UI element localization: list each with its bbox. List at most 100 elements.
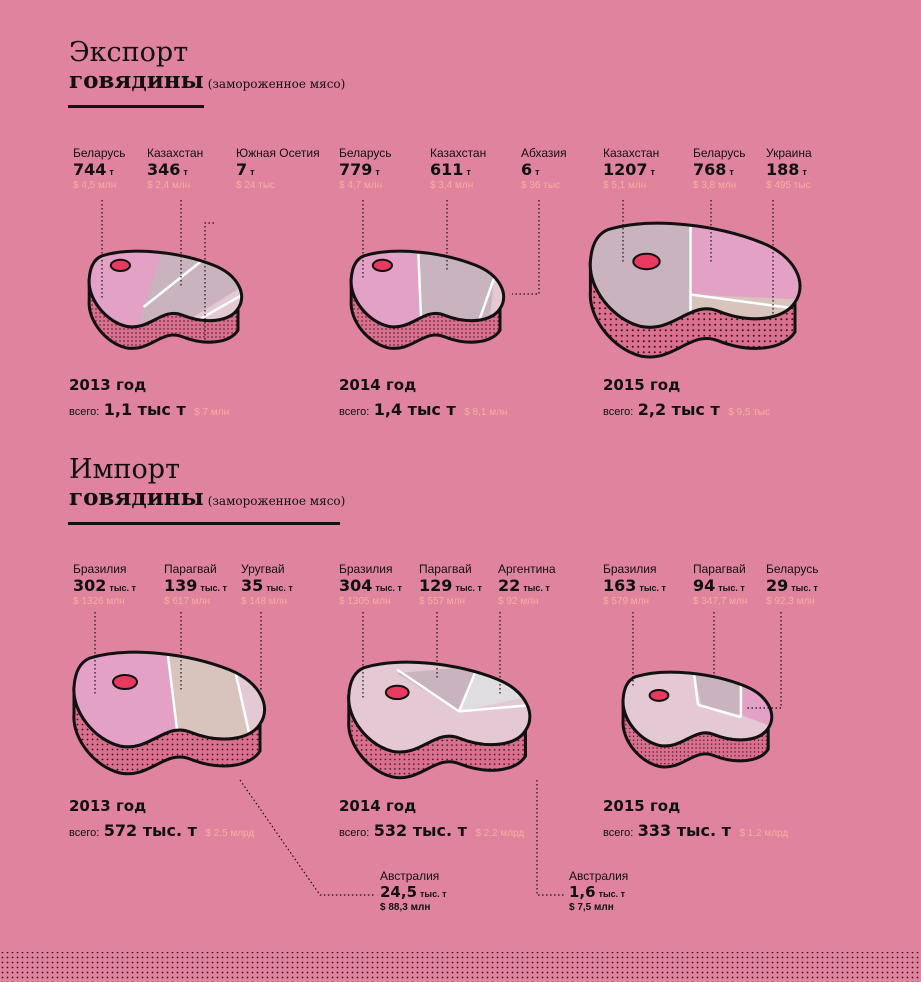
country-unit: тыс. т bbox=[455, 583, 482, 593]
country-value: 768 bbox=[693, 160, 727, 179]
country-value: 35 bbox=[241, 576, 264, 595]
export-2015-year: 2015 год bbox=[603, 376, 681, 394]
country-name: Бразилия bbox=[603, 562, 657, 576]
import-2013-total: всего: 572 тыс. т $ 2,5 млрд bbox=[69, 821, 254, 841]
total-money: $ 8,1 млн bbox=[464, 407, 508, 418]
import-2015-total: всего: 333 тыс. т $ 1,2 млрд bbox=[603, 821, 788, 841]
country-unit: тыс. т bbox=[639, 583, 666, 593]
country-unit: т bbox=[466, 167, 471, 177]
total-money: $ 2,5 млрд bbox=[205, 828, 255, 839]
leader-line bbox=[536, 780, 565, 896]
import-2014-country-2: Парагвай 129 тыс. т $ 557 млн bbox=[419, 562, 482, 607]
country-name: Парагвай bbox=[419, 562, 472, 576]
bone-mark bbox=[109, 258, 132, 273]
bone-mark bbox=[371, 258, 394, 273]
country-money: $ 2,4 млн bbox=[147, 180, 191, 191]
country-money: $ 557 млн bbox=[419, 596, 466, 607]
total-label: всего: bbox=[339, 827, 370, 839]
import-2013-country-3: Уругвай 35 тыс. т $ 148 млн bbox=[241, 562, 293, 607]
country-name: Бразилия bbox=[73, 562, 127, 576]
country-name: Парагвай bbox=[164, 562, 217, 576]
import-2014-country-3: Аргентина 22 тыс. т $ 92 млн bbox=[498, 562, 556, 607]
export-title-line2: говядины bbox=[69, 67, 204, 94]
bone-mark bbox=[112, 674, 138, 690]
leader-line bbox=[239, 779, 375, 896]
export-2015-country-1: Казахстан 1207 т $ 5,1 млн bbox=[603, 146, 659, 191]
export-2013-country-2: Казахстан 346 т $ 2,4 млн bbox=[147, 146, 203, 191]
export-2015-country-2: Беларусь 768 т $ 3,8 млн bbox=[693, 146, 745, 191]
country-money: $ 36 тыс bbox=[521, 180, 561, 191]
total-label: всего: bbox=[339, 406, 370, 418]
bone-mark bbox=[384, 684, 410, 701]
country-name: Казахстан bbox=[603, 146, 660, 160]
country-value: 188 bbox=[766, 160, 800, 179]
country-unit: тыс. т bbox=[718, 583, 745, 593]
total-money: $ 1,2 млрд bbox=[739, 828, 789, 839]
country-money: $ 579 млн bbox=[603, 596, 650, 607]
country-value: 6 bbox=[521, 160, 533, 179]
total-money: $ 7 млн bbox=[194, 407, 230, 418]
slice-3 bbox=[740, 683, 772, 727]
country-name: Беларусь bbox=[766, 562, 819, 576]
import-title-note: (замороженное мясо) bbox=[207, 494, 346, 508]
country-money: $ 88,3 млн bbox=[380, 902, 431, 913]
export-2014-country-1: Беларусь 779 т $ 4,7 млн bbox=[339, 146, 391, 191]
country-money: $ 1305 млн bbox=[339, 596, 391, 607]
country-value: 163 bbox=[603, 576, 637, 595]
country-money: $ 4,7 млн bbox=[339, 180, 383, 191]
leader-line bbox=[512, 200, 540, 295]
country-value: 302 bbox=[73, 576, 107, 595]
country-value: 346 bbox=[147, 160, 181, 179]
country-money: $ 3,8 млн bbox=[693, 180, 737, 191]
country-unit: тыс. т bbox=[266, 583, 293, 593]
slice-3 bbox=[235, 667, 265, 747]
country-name: Уругвай bbox=[241, 562, 285, 576]
export-2014-country-2: Казахстан 611 т $ 3,4 млн bbox=[430, 146, 486, 191]
steak-outline bbox=[87, 249, 244, 329]
country-value: 611 bbox=[430, 160, 464, 179]
export-title: Экспорт говядины (замороженное мясо) bbox=[69, 38, 345, 94]
country-unit: т bbox=[535, 167, 540, 177]
total-value: 1,1 тыс т bbox=[103, 400, 186, 419]
bone-mark bbox=[632, 252, 661, 271]
country-unit: т bbox=[729, 167, 734, 177]
country-value: 129 bbox=[419, 576, 453, 595]
steak-outline bbox=[621, 670, 774, 748]
bone-mark bbox=[648, 688, 670, 702]
country-money: $ 92 млн bbox=[498, 596, 539, 607]
country-unit: тыс. т bbox=[200, 583, 227, 593]
country-unit: т bbox=[802, 167, 807, 177]
country-name: Бразилия bbox=[339, 562, 393, 576]
country-money: $ 617 млн bbox=[164, 596, 211, 607]
country-value: 7 bbox=[236, 160, 248, 179]
country-money: $ 495 тыс bbox=[766, 180, 811, 191]
country-value: 1207 bbox=[603, 160, 648, 179]
country-name: Казахстан bbox=[147, 146, 204, 160]
import-2014-australia: Австралия 1,6 тыс. т $ 7,5 млн bbox=[569, 869, 628, 913]
country-money: $ 3,4 млн bbox=[430, 180, 474, 191]
country-unit: тыс. т bbox=[109, 583, 136, 593]
total-money: $ 2,2 млрд bbox=[475, 828, 525, 839]
country-value: 139 bbox=[164, 576, 198, 595]
steak-4 bbox=[72, 650, 267, 776]
steak-3 bbox=[588, 221, 802, 359]
country-money: $ 7,5 млн bbox=[569, 902, 614, 913]
import-2015-year: 2015 год bbox=[603, 797, 681, 815]
import-title-line2: говядины bbox=[69, 484, 204, 511]
leader-line bbox=[204, 222, 214, 345]
export-title-note: (замороженное мясо) bbox=[207, 77, 346, 91]
country-value: 744 bbox=[73, 160, 107, 179]
country-name: Южная Осетия bbox=[236, 146, 320, 160]
country-value: 779 bbox=[339, 160, 373, 179]
import-title-line1: Импорт bbox=[69, 454, 181, 485]
import-2015-country-1: Бразилия 163 тыс. т $ 579 млн bbox=[603, 562, 666, 607]
country-unit: тыс. т bbox=[791, 583, 818, 593]
export-2015-country-3: Украина 188 т $ 495 тыс bbox=[766, 146, 812, 191]
country-unit: т bbox=[250, 167, 255, 177]
country-unit: тыс. т bbox=[598, 889, 626, 899]
bottom-dotted-strip bbox=[0, 952, 921, 982]
steak-6 bbox=[621, 670, 774, 769]
import-2013-country-1: Бразилия 302 тыс. т $ 1326 млн bbox=[73, 562, 136, 607]
